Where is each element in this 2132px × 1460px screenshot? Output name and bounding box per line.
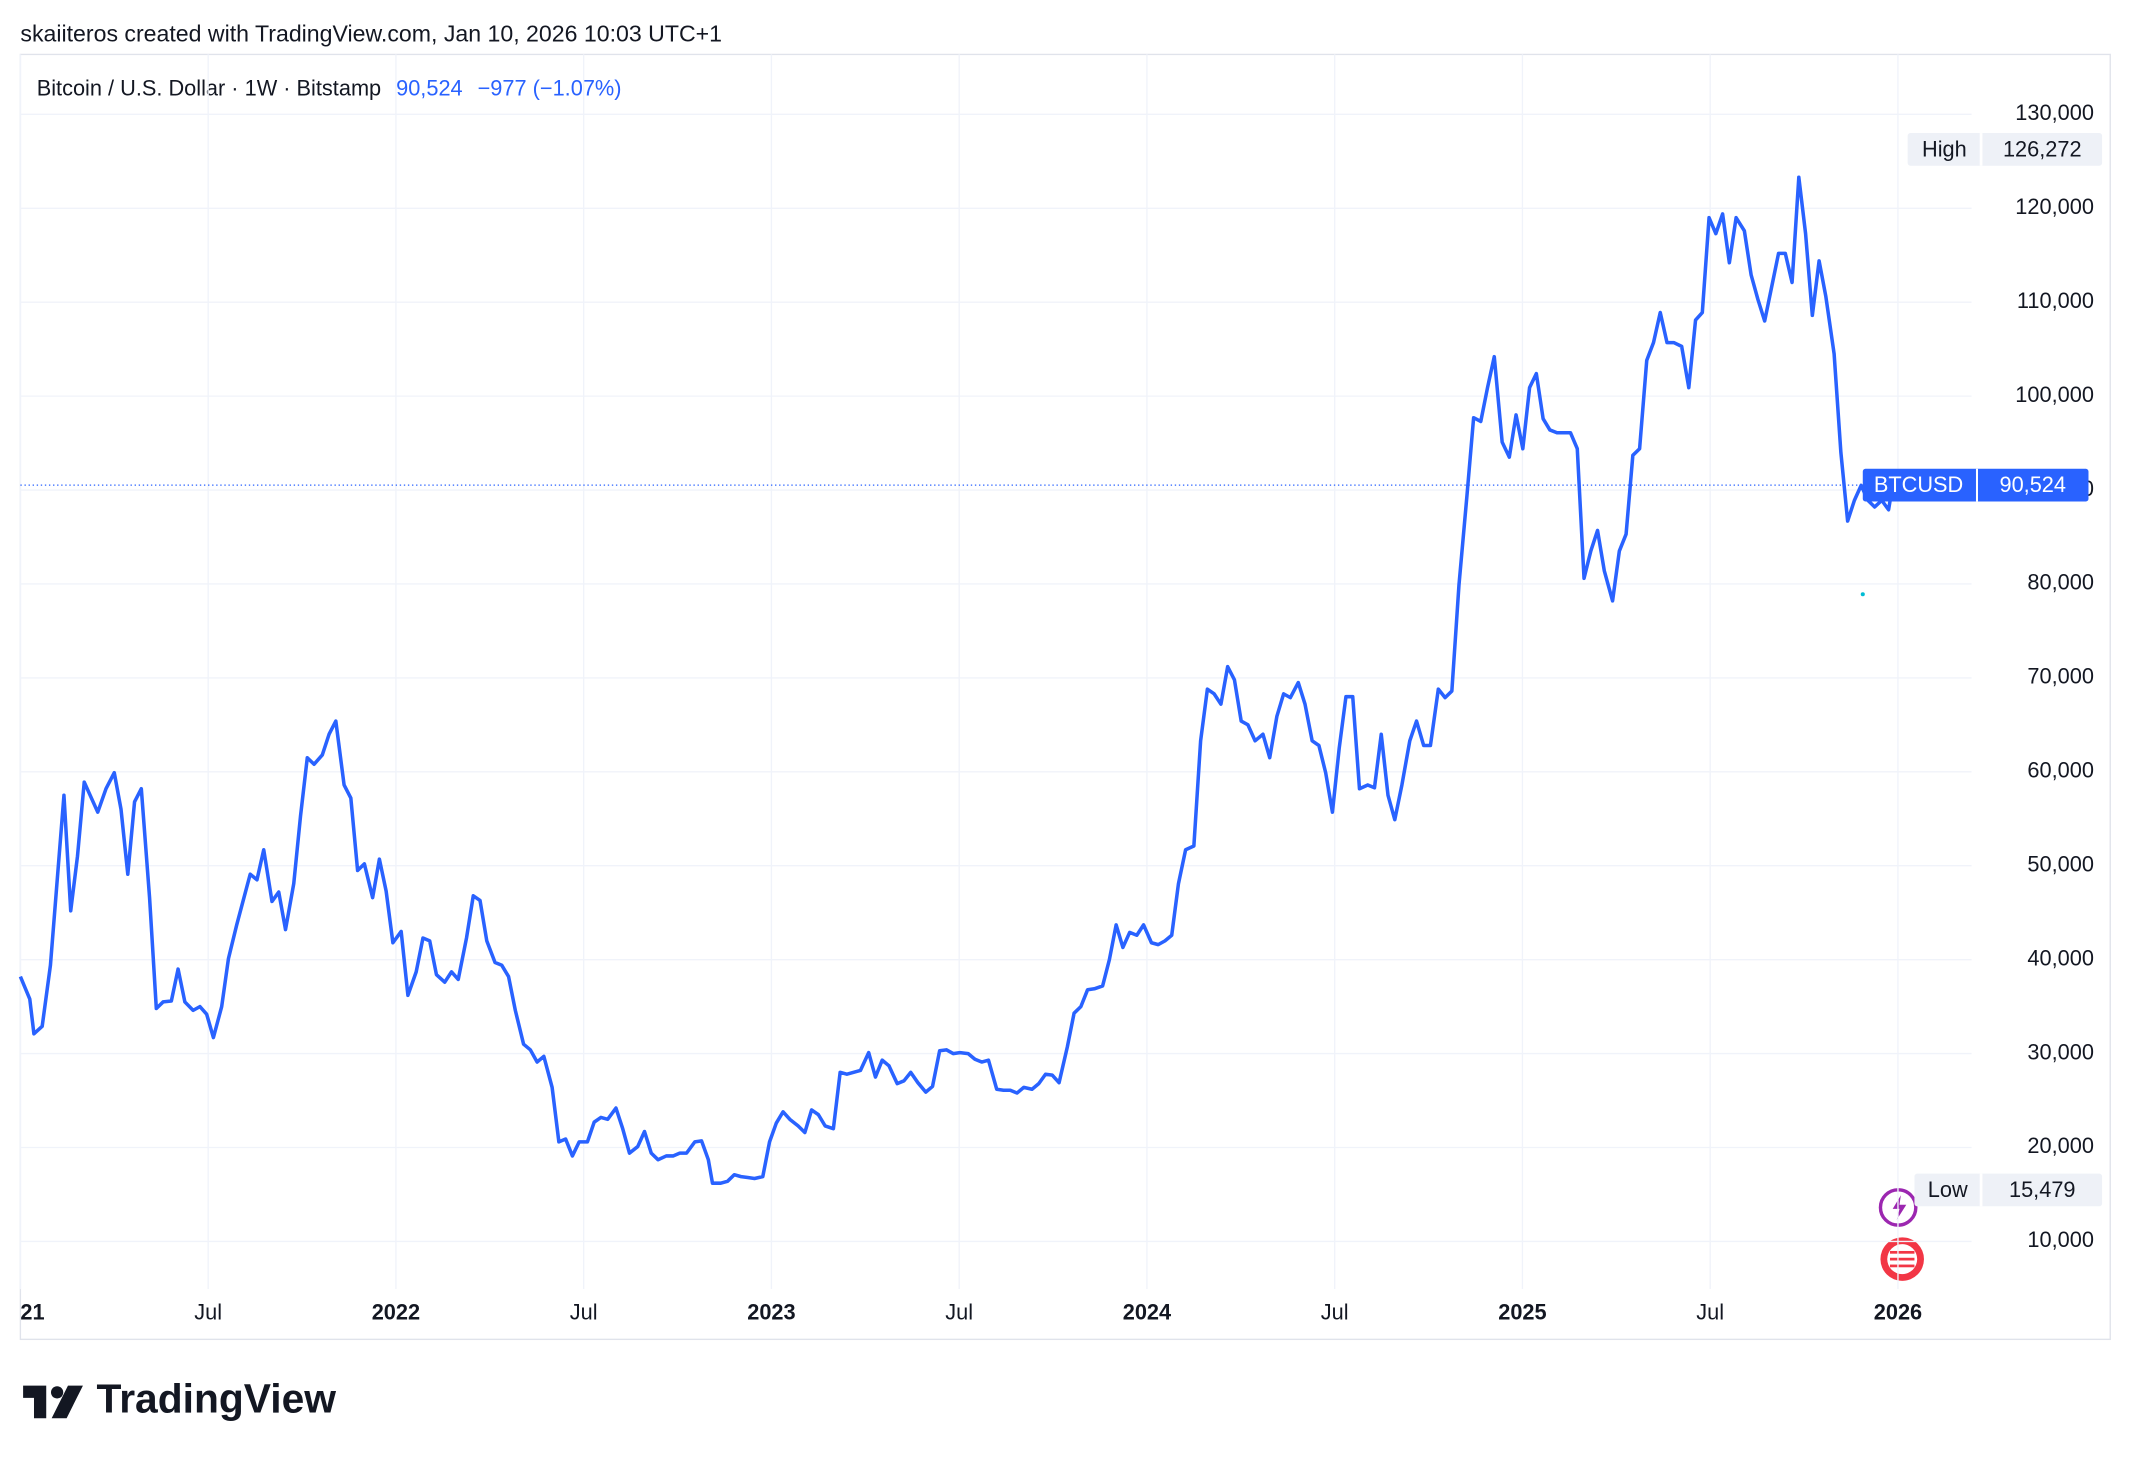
chart-title: Bitcoin / U.S. Dollar · 1W · Bitstamp	[37, 76, 381, 101]
attribution: skaiiteros created with TradingView.com,…	[20, 21, 722, 47]
x-tick-label: 2026	[1874, 1299, 1922, 1324]
x-tick-label: 2022	[372, 1299, 420, 1324]
icon	[1892, 1195, 1907, 1220]
y-tick-label: 80,000	[2027, 570, 2094, 595]
low-tag	[1914, 1173, 2103, 1207]
y-tick-label: 50,000	[2027, 851, 2094, 876]
high-value: 126,272	[2003, 136, 2082, 161]
dot	[1860, 592, 1865, 597]
logo: TradingView	[23, 1376, 336, 1422]
x-tick-label: 2024	[1123, 1299, 1171, 1324]
x-tick-label: Jul	[945, 1299, 973, 1324]
logo-mark	[51, 1385, 83, 1419]
grid	[19, 54, 1972, 1290]
low-name: Low	[1928, 1177, 1968, 1202]
y-tick-label: 10,000	[2027, 1227, 2094, 1252]
y-tick-label: 130,000	[2015, 100, 2094, 125]
icon	[1889, 1257, 1915, 1261]
logo-mark	[50, 1386, 64, 1399]
high-tag	[1907, 133, 2103, 166]
y-tick-label: 60,000	[2027, 758, 2094, 783]
x-tick-label: 2023	[747, 1299, 795, 1324]
y-tick-label: 20,000	[2027, 1133, 2094, 1158]
price: 90,524	[396, 76, 463, 101]
x-tick-label: 2025	[1498, 1299, 1546, 1324]
y-tick-label: 40,000	[2027, 945, 2094, 970]
legend-label: BTCUSD	[1874, 472, 1963, 497]
chart-frame	[19, 53, 2111, 1341]
x-tick-label: Jul	[1696, 1299, 1724, 1324]
x-tick-label: Jul	[570, 1299, 598, 1324]
y-tick-label: 100,000	[2015, 382, 2094, 407]
y-tick-label: 120,000	[2015, 194, 2094, 219]
logo-mark	[23, 1385, 47, 1419]
icons	[1860, 592, 1924, 1281]
x-tick-label: 21	[20, 1299, 44, 1324]
x-tick-label: Jul	[1321, 1299, 1349, 1324]
high-name: High	[1922, 136, 1967, 161]
low-value: 15,479	[2009, 1177, 2076, 1202]
x-tick-label: Jul	[194, 1299, 222, 1324]
change: −977 (−1.07%)	[478, 76, 622, 101]
brand: TradingView	[97, 1376, 337, 1422]
price-series	[18, 175, 1895, 1185]
icon	[1889, 1250, 1915, 1254]
price-tag	[1862, 468, 2089, 502]
y-tick-label: 30,000	[2027, 1039, 2094, 1064]
y-tick-label: 70,000	[2027, 664, 2094, 689]
icon	[1889, 1264, 1915, 1268]
y-tick-label: 110,000	[2017, 288, 2094, 313]
price-tag-value: 90,524	[1999, 472, 2066, 497]
